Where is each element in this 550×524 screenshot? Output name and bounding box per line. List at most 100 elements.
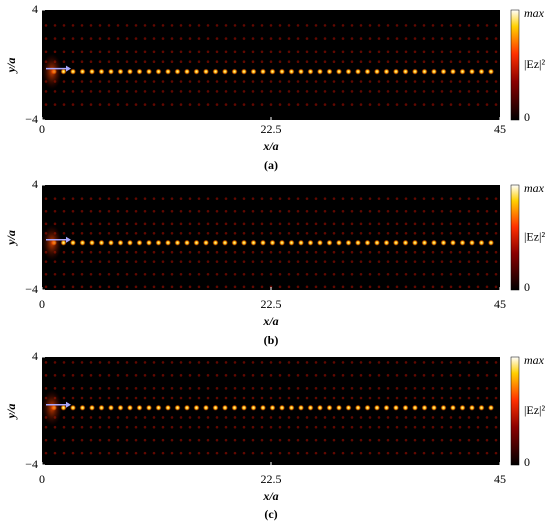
field-spot — [449, 103, 453, 106]
field-spot — [404, 451, 408, 455]
field-spot — [449, 50, 453, 54]
field-spot — [260, 103, 264, 106]
field-spot — [89, 209, 93, 213]
field-spot — [359, 374, 363, 377]
field-spot — [233, 60, 237, 63]
field-spot — [359, 37, 363, 40]
field-spot — [485, 37, 489, 40]
field-spot — [404, 272, 408, 276]
field-spot — [89, 285, 93, 289]
field-spot — [98, 80, 102, 83]
field-spot — [467, 80, 471, 83]
field-spot — [332, 60, 336, 63]
field-spot — [413, 425, 417, 429]
guided-mode — [469, 68, 475, 75]
field-spot — [386, 416, 390, 419]
field-spot — [98, 197, 102, 200]
field-spot — [80, 222, 84, 226]
guided-mode — [393, 68, 399, 75]
field-spot — [269, 197, 273, 200]
field-spot — [368, 37, 372, 40]
field-spot — [161, 209, 165, 213]
field-spot — [449, 272, 453, 276]
field-spot — [485, 60, 489, 63]
field-spot — [278, 260, 282, 263]
field-spot — [395, 209, 399, 213]
colorbar — [510, 184, 520, 291]
field-spot — [404, 24, 408, 27]
field-spot — [125, 361, 129, 364]
field-spot — [206, 374, 210, 377]
field-spot — [206, 209, 210, 213]
field-spot — [296, 232, 300, 235]
field-spot — [476, 272, 480, 276]
field-spot — [404, 285, 408, 289]
field-spot — [422, 50, 426, 54]
guided-mode — [383, 404, 390, 411]
field-spot — [152, 272, 156, 276]
field-spot — [44, 197, 48, 200]
field-spot — [395, 416, 399, 419]
field-spot — [422, 37, 426, 40]
field-spot — [242, 361, 246, 364]
guided-mode — [298, 68, 304, 75]
field-spot — [377, 197, 381, 200]
field-spot — [269, 232, 273, 235]
guided-mode — [231, 404, 238, 411]
field-spot — [350, 90, 354, 93]
field-spot — [80, 260, 84, 263]
field-spot — [368, 260, 372, 263]
field-spot — [431, 260, 435, 263]
field-spot — [359, 451, 363, 455]
field-spot — [413, 260, 417, 263]
field-spot — [458, 451, 462, 455]
field-spot — [431, 387, 435, 390]
field-spot — [44, 103, 48, 106]
field-spot — [98, 50, 102, 54]
field-spot — [359, 232, 363, 235]
field-spot — [341, 260, 345, 263]
field-spot — [467, 361, 471, 364]
field-spot — [152, 425, 156, 429]
field-spot — [170, 260, 174, 263]
field-spot — [89, 416, 93, 419]
field-spot — [215, 50, 219, 54]
field-spot — [359, 103, 363, 106]
field-spot — [413, 438, 417, 442]
field-spot — [413, 285, 417, 289]
field-spot — [413, 232, 417, 235]
field-spot — [440, 285, 444, 289]
field-spot — [395, 425, 399, 429]
field-spot — [71, 197, 75, 200]
guided-mode — [478, 68, 485, 75]
field-spot — [341, 24, 345, 27]
guided-mode — [317, 68, 323, 75]
field-spot — [341, 438, 345, 442]
guided-mode — [298, 239, 304, 246]
field-spot — [107, 260, 111, 263]
field-spot — [386, 197, 390, 200]
field-spot — [188, 103, 192, 106]
field-spot — [404, 416, 408, 419]
field-spot — [296, 37, 300, 40]
field-spot — [449, 90, 453, 93]
field-spot — [116, 90, 120, 93]
guided-mode — [345, 239, 352, 246]
field-spot — [143, 103, 147, 106]
field-spot — [179, 222, 183, 226]
field-spot — [413, 103, 417, 106]
guided-mode — [250, 68, 257, 75]
field-spot — [467, 285, 471, 289]
field-spot — [251, 80, 255, 83]
field-spot — [188, 37, 192, 40]
field-spot — [251, 272, 255, 276]
field-spot — [341, 272, 345, 276]
field-spot — [260, 197, 264, 200]
field-spot — [287, 425, 291, 429]
field-spot — [314, 438, 318, 442]
field-spot — [278, 37, 282, 40]
field-spot — [494, 232, 498, 235]
field-spot — [134, 285, 138, 289]
field-spot — [458, 90, 462, 93]
field-spot — [71, 361, 75, 364]
